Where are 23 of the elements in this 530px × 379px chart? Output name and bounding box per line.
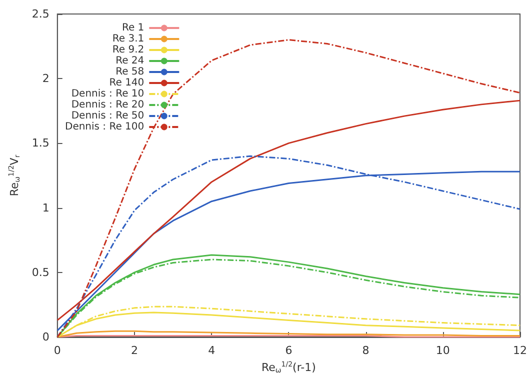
x-tick-label: 8	[362, 344, 370, 357]
legend-label: Dennis : Re 20	[71, 100, 144, 110]
y-tick-label: 1.5	[32, 136, 50, 150]
x-tick-label: 4	[208, 344, 216, 357]
x-tick-label: 10	[436, 344, 450, 357]
y-tick-label: 2.5	[32, 8, 50, 20]
legend-label: Re 9.2	[112, 44, 144, 56]
y-tick-label: 1	[42, 201, 50, 214]
legend-label: Re 24	[116, 56, 144, 66]
legend-label: Re 1	[122, 22, 144, 34]
x-tick-label: 2	[130, 344, 138, 357]
legend-label: Dennis : Re 10	[71, 88, 144, 100]
x-tick-label: 12	[513, 344, 527, 357]
legend-label: Dennis : Re 50	[71, 110, 144, 122]
x-tick-label: 0	[54, 344, 61, 357]
y-tick-label: 2	[42, 72, 50, 86]
y-tick-label: 0.5	[32, 266, 50, 279]
legend-label: Dennis : Re 100	[64, 122, 144, 132]
legend-label: Re 58	[116, 66, 144, 78]
legend-label: Re 3.1	[112, 34, 144, 44]
legend-label: Re 140	[109, 78, 144, 88]
y-tick-label: 0	[42, 330, 50, 344]
x-tick-label: 6	[285, 344, 292, 357]
